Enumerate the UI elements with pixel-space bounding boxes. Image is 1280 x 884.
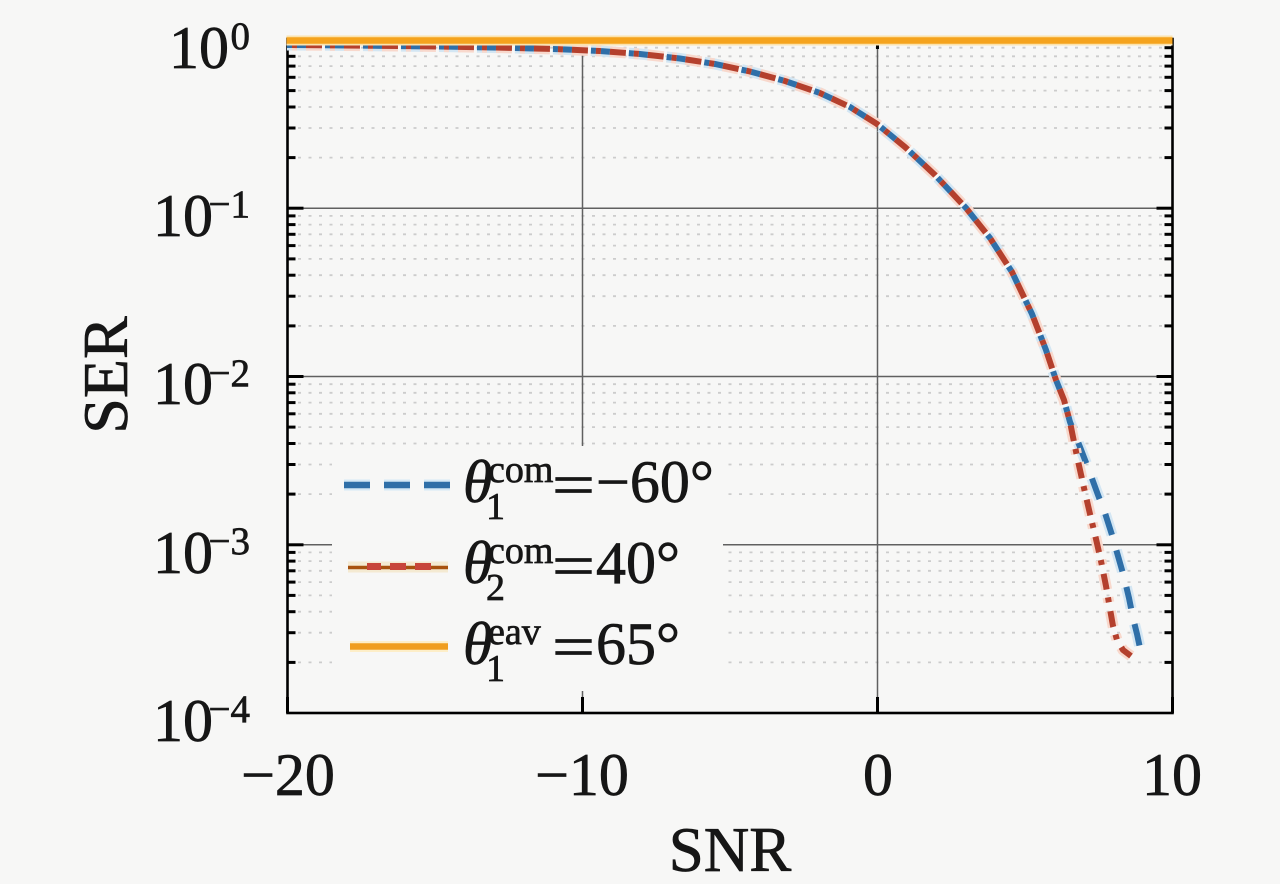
svg-text:10: 10 [1142,742,1202,808]
svg-text:θ: θ [463,530,492,596]
svg-text:10: 10 [153,351,213,417]
svg-text:65°: 65° [596,611,680,677]
svg-text:=: = [552,614,595,680]
svg-text:40°: 40° [596,530,680,596]
svg-text:θ: θ [463,611,492,677]
svg-text:=: = [552,452,595,518]
svg-text:1: 1 [486,648,505,690]
svg-text:=: = [552,533,595,599]
svg-text:eav: eav [488,611,541,653]
svg-text:−2: −2 [209,352,251,395]
svg-text:10: 10 [169,15,229,81]
svg-text:10: 10 [153,520,213,586]
svg-text:com: com [488,530,553,572]
svg-text:0: 0 [231,15,251,58]
svg-text:θ: θ [463,449,492,515]
svg-text:SER: SER [70,316,141,434]
svg-text:10: 10 [153,688,213,754]
svg-text:−1: −1 [209,183,251,226]
svg-text:0: 0 [863,742,893,808]
svg-text:−20: −20 [241,742,335,808]
svg-text:com: com [488,449,553,491]
svg-text:SNR: SNR [669,815,792,884]
svg-text:2: 2 [486,567,505,609]
svg-text:−3: −3 [209,520,251,563]
svg-text:−10: −10 [535,742,629,808]
svg-text:−60°: −60° [596,449,714,515]
svg-text:10: 10 [153,183,213,249]
svg-text:1: 1 [486,486,505,528]
svg-text:−4: −4 [209,688,251,731]
